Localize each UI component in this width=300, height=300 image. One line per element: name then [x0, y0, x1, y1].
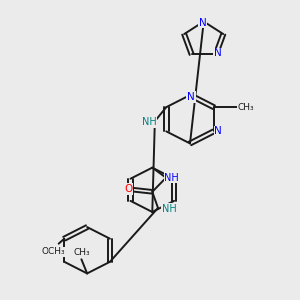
Text: OCH₃: OCH₃ [41, 247, 65, 256]
Text: NH: NH [162, 204, 177, 214]
Text: NH: NH [142, 117, 157, 127]
Text: NH: NH [164, 173, 179, 183]
Text: N: N [187, 92, 195, 102]
Text: CH₃: CH₃ [238, 103, 254, 112]
Text: N: N [214, 48, 222, 58]
Text: O: O [124, 184, 132, 194]
Text: N: N [214, 126, 222, 136]
Text: CH₃: CH₃ [73, 248, 90, 257]
Text: N: N [199, 17, 206, 28]
